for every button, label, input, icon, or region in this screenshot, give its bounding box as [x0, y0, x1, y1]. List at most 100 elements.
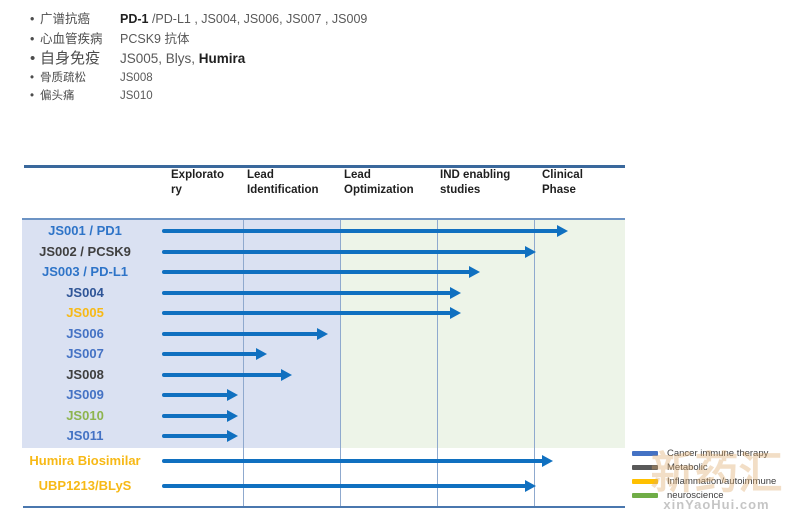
row-label-humira-biosimilar: Humira Biosimilar: [29, 453, 141, 468]
progress-arrow-line: [162, 413, 230, 418]
legend-swatch: [632, 451, 658, 456]
summary-products: JS010: [120, 90, 153, 102]
progress-arrow-line: [162, 352, 259, 356]
summary-category-label: 偏头痛: [40, 90, 75, 102]
row-label-js002-pcsk9: JS002 / PCSK9: [39, 243, 131, 259]
summary-row: • 广谱抗癌 PD-1 /PD-L1 , JS004, JS006, JS007 ,…: [30, 8, 367, 28]
summary-product-segment: JS005, Blys,: [120, 51, 199, 66]
progress-arrow-line: [162, 229, 559, 233]
progress-arrow-line: [162, 270, 471, 274]
progress-arrow-head: [450, 307, 462, 319]
progress-arrow-line: [162, 484, 527, 488]
bullet-glyph: •: [30, 12, 35, 26]
summary-row: • 偏头痛 JS010: [30, 87, 367, 105]
row-label-js010: JS010: [66, 407, 104, 423]
legend-item: Inflammation/autoimmune: [632, 476, 776, 487]
progress-arrow-line: [162, 372, 284, 377]
row-label-js009: JS009: [66, 387, 104, 402]
legend: Cancer immune therapy Metabolic Inflammati…: [632, 448, 776, 501]
summary-products: PCSK9 抗体: [120, 28, 189, 47]
progress-arrow-line: [162, 311, 453, 315]
column-header: Explorato ry: [171, 168, 224, 198]
summary-category-label: 广谱抗癌: [40, 12, 91, 26]
column-header: IND enabling studies: [440, 168, 510, 198]
progress-arrow-head: [281, 368, 293, 381]
row-label-js011: JS011: [66, 428, 104, 443]
progress-arrow-line: [162, 459, 545, 463]
row-label-js007: JS007: [66, 346, 104, 361]
chart-top-border: [24, 165, 625, 168]
legend-swatch: [632, 479, 658, 484]
progress-arrow-head: [556, 225, 568, 237]
progress-arrow-line: [162, 331, 320, 336]
legend-label: neuroscience: [667, 490, 724, 501]
progress-arrow-head: [468, 266, 480, 278]
phase-gridline: [534, 220, 535, 507]
summary-row: • 骨质疏松 JS008: [30, 69, 367, 87]
column-header-line2: Identification: [247, 184, 319, 196]
legend-item: Cancer immune therapy: [632, 448, 776, 459]
progress-arrow-line: [162, 434, 230, 438]
summary-row: • 心血管疾病 PCSK9 抗体: [30, 28, 367, 48]
legend-label: Inflammation/autoimmune: [667, 476, 777, 487]
progress-arrow-head: [542, 455, 554, 467]
summary-products: JS005, Blys, Humira: [120, 51, 245, 66]
summary-product-segment: PCSK9 抗体: [120, 31, 190, 46]
progress-arrow-head: [256, 348, 268, 360]
column-header-line2: Phase: [542, 184, 576, 196]
column-header-line1: Lead: [247, 169, 274, 181]
phase-gridline: [243, 220, 244, 507]
progress-arrow-head: [227, 409, 239, 422]
column-header-line1: Lead: [344, 169, 371, 181]
row-label-js003-pd-l1: JS003 / PD-L1: [42, 264, 128, 279]
phase-gridline: [340, 220, 341, 507]
progress-arrow-line: [162, 393, 230, 397]
column-header-line2: Optimization: [344, 184, 414, 196]
chart-bottom-border: [23, 506, 625, 508]
legend-item: neuroscience: [632, 490, 776, 501]
row-label-js005: JS005: [66, 305, 104, 320]
summary-product-segment: JS008: [120, 72, 153, 84]
progress-arrow-head: [524, 245, 536, 258]
summary-products: JS008: [120, 72, 153, 84]
column-header: Lead Optimization: [344, 168, 414, 198]
bullet-glyph: •: [30, 90, 35, 102]
progress-arrow-line: [162, 249, 527, 254]
column-header: Clinical Phase: [542, 168, 583, 198]
bullet-glyph: •: [30, 31, 35, 46]
summary-products: PD-1 /PD-L1 , JS004, JS006, JS007 , JS00…: [120, 12, 367, 26]
summary-product-segment: Humira: [198, 51, 246, 66]
column-header-line1: Clinical: [542, 169, 583, 181]
summary-category-label: 心血管疾病: [40, 31, 103, 46]
column-header-line2: studies: [440, 184, 481, 196]
progress-arrow-head: [227, 430, 239, 442]
summary-row: • 自身免疫 JS005, Blys, Humira: [30, 47, 367, 69]
late-stage-shaded-region: [340, 220, 625, 448]
progress-arrow-head: [227, 389, 239, 401]
summary-category-label: 自身免疫: [40, 50, 101, 67]
legend-label: Cancer immune therapy: [667, 448, 769, 459]
progress-arrow-head: [524, 480, 536, 492]
therapeutic-area-summary: • 广谱抗癌 PD-1 /PD-L1 , JS004, JS006, JS007 ,…: [30, 8, 367, 105]
column-header: Lead Identification: [247, 168, 319, 198]
row-label-js004: JS004: [66, 284, 104, 300]
progress-arrow-head: [450, 286, 462, 299]
legend-item: Metabolic: [632, 462, 776, 473]
bullet-glyph: •: [30, 50, 36, 67]
row-label-js001-pd1: JS001 / PD1: [48, 223, 122, 238]
row-label-js008: JS008: [66, 366, 104, 382]
column-header-line1: IND enabling: [440, 169, 511, 181]
legend-swatch: [632, 465, 658, 470]
row-label-ubp1213-blys: UBP1213/BLyS: [38, 478, 132, 493]
summary-category-label: 骨质疏松: [40, 72, 86, 84]
progress-arrow-head: [317, 327, 329, 340]
column-header-line1: Explorato: [171, 169, 225, 181]
summary-product-segment: JS010: [120, 90, 153, 102]
row-label-js006: JS006: [66, 325, 104, 341]
chart-body-top-border: [22, 218, 625, 220]
column-header-line2: ry: [171, 184, 182, 196]
legend-swatch: [632, 493, 658, 498]
summary-product-segment: PD-1: [120, 12, 152, 26]
summary-product-segment: /PD-L1 , JS004, JS006, JS007 , JS009: [151, 12, 368, 26]
